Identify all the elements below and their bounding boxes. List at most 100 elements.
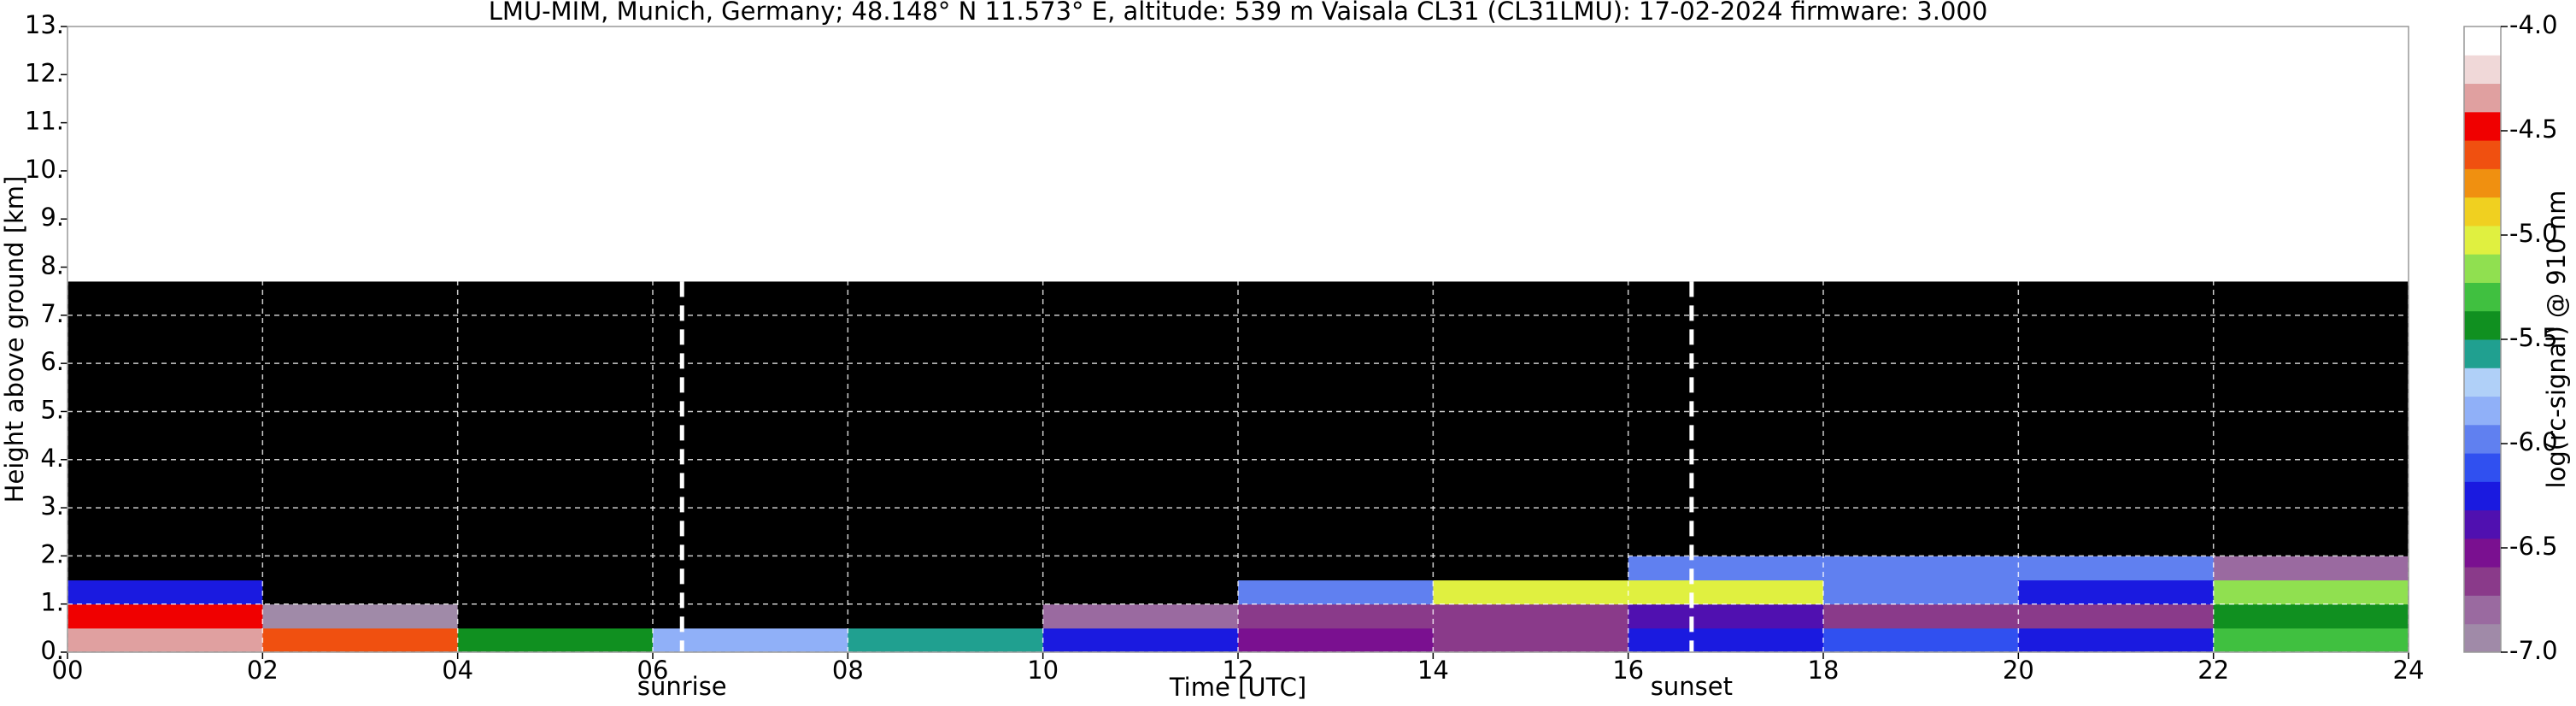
chart-title: LMU-MIM, Munich, Germany; 48.148° N 11.5… xyxy=(489,0,1988,26)
heatmap-cell xyxy=(262,281,459,412)
heatmap-cell xyxy=(2018,580,2215,605)
y-tick-label: 3. xyxy=(40,491,64,521)
heatmap-cell xyxy=(2018,508,2215,556)
heatmap-cell xyxy=(1238,281,1434,412)
heatmap-cell xyxy=(2018,281,2215,412)
heatmap-cell xyxy=(67,508,263,556)
heatmap-cell xyxy=(2018,603,2215,629)
x-tick-label: 10 xyxy=(1027,656,1059,685)
heatmap-cell xyxy=(1433,556,1629,581)
heatmap-cell xyxy=(1628,580,1824,605)
heatmap-cell xyxy=(262,508,459,556)
heatmap-cell xyxy=(1823,508,2019,556)
heatmap-cell xyxy=(2213,508,2409,556)
heatmap-cell xyxy=(1433,281,1629,412)
heatmap-cell xyxy=(1042,508,1239,556)
heatmap-cell xyxy=(1238,556,1434,581)
x-tick-label: 06 xyxy=(637,656,669,685)
heatmap-cell xyxy=(653,580,848,605)
colorbar-swatch xyxy=(2464,254,2501,283)
heatmap-cell xyxy=(2018,627,2215,653)
heatmap-cell xyxy=(653,508,848,556)
x-tick-label: 12 xyxy=(1223,656,1254,685)
x-tick-label: 18 xyxy=(1808,656,1840,685)
heatmap-cell xyxy=(1433,580,1629,605)
heatmap-cell xyxy=(848,508,1044,556)
heatmap-cell xyxy=(262,627,459,653)
plot-frame xyxy=(67,26,2409,653)
colorbar-swatch xyxy=(2464,481,2501,511)
heatmap-cell xyxy=(2213,627,2409,653)
colorbar-swatch xyxy=(2464,424,2501,454)
heatmap-cell xyxy=(1823,556,2019,581)
annotation-label: sunset xyxy=(1651,672,1733,701)
heatmap-cell xyxy=(653,281,848,412)
colorbar-swatch xyxy=(2464,538,2501,568)
y-tick-label: 9. xyxy=(40,203,64,232)
heatmap-cell xyxy=(1628,281,1824,412)
heatmap-cell xyxy=(457,281,654,412)
heatmap-cell xyxy=(1042,580,1239,605)
colorbar-swatch xyxy=(2464,282,2501,312)
x-tick-label: 20 xyxy=(2003,656,2034,685)
y-tick-label: 8. xyxy=(40,251,64,280)
heatmap-cell xyxy=(67,580,263,605)
heatmap-cell xyxy=(1823,603,2019,629)
x-tick-label: 14 xyxy=(1417,656,1449,685)
y-tick-label: 0. xyxy=(40,636,64,665)
heatmap-cell xyxy=(262,556,459,581)
heatmap-cell xyxy=(848,627,1044,653)
y-tick-label: 11. xyxy=(25,107,64,136)
heatmap-cell xyxy=(848,556,1044,581)
y-tick-label: 12. xyxy=(25,58,64,87)
y-tick-label: 5. xyxy=(40,395,64,424)
heatmap-cell xyxy=(2213,603,2409,629)
heatmap-cell xyxy=(1042,556,1239,581)
heatmap-cell xyxy=(1823,580,2019,605)
heatmap-cell xyxy=(1238,580,1434,605)
colorbar-tick-label: -5.5 xyxy=(2509,323,2558,352)
colorbar-swatch xyxy=(2464,453,2501,482)
colorbar-swatch xyxy=(2464,339,2501,368)
colorbar-swatch xyxy=(2464,197,2501,227)
heatmap-cell xyxy=(1628,603,1824,629)
colorbar-swatch xyxy=(2464,26,2501,56)
heatmap-cell xyxy=(1042,281,1239,412)
heatmap-cell xyxy=(67,281,263,412)
y-tick-label: 13. xyxy=(25,10,64,39)
heatmap-cell xyxy=(457,556,654,581)
heatmap-cell xyxy=(1433,603,1629,629)
colorbar-tick-label: -6.5 xyxy=(2509,532,2558,561)
x-tick-label: 04 xyxy=(442,656,473,685)
heatmap-cell xyxy=(1238,603,1434,629)
heatmap-cell xyxy=(1238,508,1434,556)
heatmap-cell xyxy=(1628,627,1824,653)
colorbar-swatch xyxy=(2464,83,2501,113)
colorbar-swatch xyxy=(2464,368,2501,397)
annotation-label: sunrise xyxy=(637,672,727,701)
colorbar-swatch xyxy=(2464,140,2501,169)
x-axis-label: Time [UTC] xyxy=(1169,673,1306,702)
heatmap-cell xyxy=(457,627,654,653)
heatmap-cell xyxy=(653,556,848,581)
heatmap-cell xyxy=(1433,627,1629,653)
heatmap-cell xyxy=(848,281,1044,412)
heatmap-cell xyxy=(262,580,459,605)
heatmap-cell xyxy=(1823,627,2019,653)
colorbar-swatch xyxy=(2464,310,2501,340)
colorbar-swatch xyxy=(2464,111,2501,141)
y-tick-label: 6. xyxy=(40,347,64,376)
heatmap-cell xyxy=(2213,281,2409,412)
colorbar-swatch xyxy=(2464,595,2501,625)
heatmap-cell xyxy=(457,603,654,629)
heatmap-cell xyxy=(848,580,1044,605)
y-tick-label: 4. xyxy=(40,444,64,473)
heatmap-cell xyxy=(848,603,1044,629)
y-tick-label: 10. xyxy=(25,155,64,184)
heatmap-cell xyxy=(2213,556,2409,581)
colorbar-swatch xyxy=(2464,55,2501,85)
heatmap-cell xyxy=(1238,627,1434,653)
colorbar-tick-label: -4.5 xyxy=(2509,115,2558,144)
heatmap-cell xyxy=(67,627,263,653)
